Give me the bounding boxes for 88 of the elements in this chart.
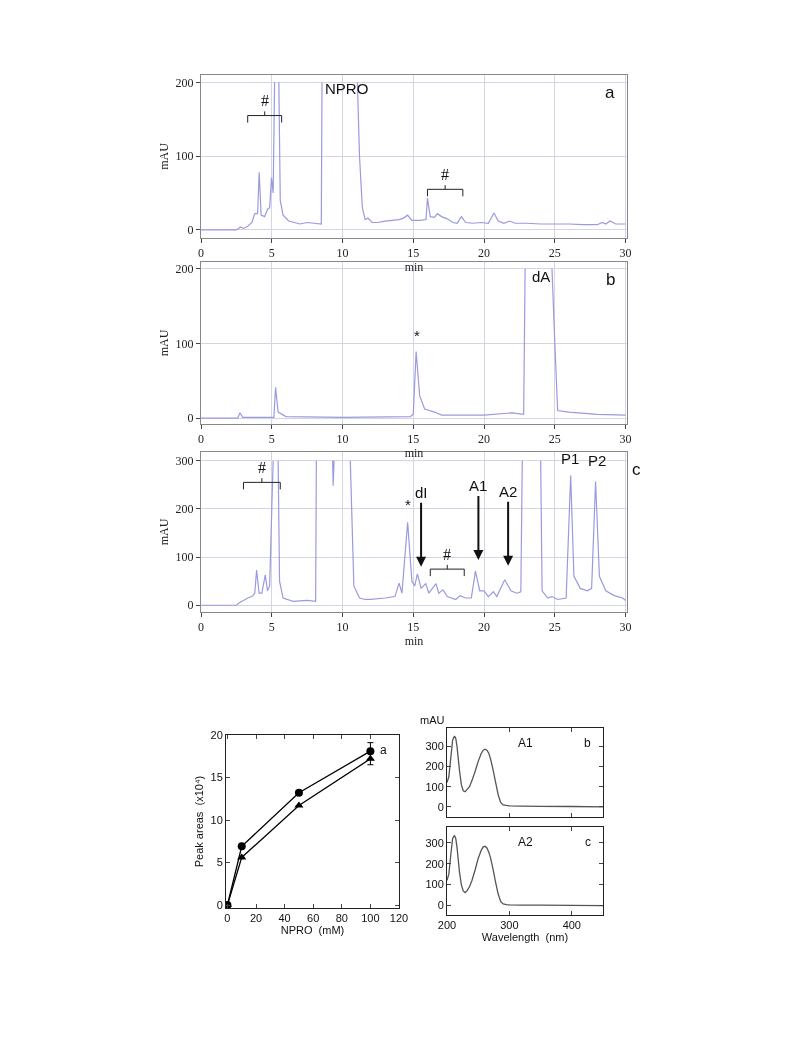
- x-tick-label: 15: [407, 432, 420, 447]
- annotation: *: [405, 496, 411, 513]
- annotation: #: [258, 459, 266, 476]
- x-tick-label: 120: [389, 912, 409, 925]
- annotation: #: [441, 166, 449, 183]
- annotation: dI: [415, 484, 428, 501]
- annotation: P1: [561, 450, 580, 467]
- x-tick-label: 5: [268, 620, 275, 635]
- y-tick-label: 200: [175, 75, 194, 90]
- x-tick-label: 20: [478, 432, 491, 447]
- annotation: A1: [469, 477, 488, 494]
- x-tick-label: 5: [268, 432, 275, 447]
- x-tick-label: 400: [562, 919, 581, 932]
- x-tick-label: 25: [548, 620, 561, 635]
- y-tick-label: 300: [425, 740, 444, 753]
- y-tick-label: 200: [425, 760, 444, 773]
- y-tick-label: 100: [175, 550, 194, 565]
- annotation: a: [605, 83, 615, 102]
- y-tick-label: 100: [175, 149, 194, 164]
- y-tick-label: 200: [175, 502, 194, 517]
- y-tick-label: 0: [187, 598, 194, 613]
- x-tick-label: 25: [548, 432, 561, 447]
- annotation: #: [443, 546, 451, 563]
- y-tick-label: 100: [425, 780, 444, 793]
- x-tick-label: 0: [224, 912, 231, 925]
- y-axis-title: Peak areas (x10⁴): [193, 775, 206, 868]
- x-tick-label: 0: [198, 620, 204, 635]
- y-tick-label: 20: [210, 728, 223, 741]
- x-tick-label: 80: [335, 912, 348, 925]
- y-tick-label: 0: [437, 800, 444, 813]
- y-tick-label: 15: [210, 771, 223, 784]
- y-tick-label: 0: [187, 223, 194, 238]
- x-tick-label: 15: [407, 246, 420, 261]
- annotation: *: [414, 327, 420, 344]
- y-tick-label: 200: [425, 857, 444, 870]
- point: [294, 788, 303, 797]
- text: c: [632, 460, 641, 479]
- x-tick-label: 40: [278, 912, 291, 925]
- annotation: NPRO: [325, 80, 369, 97]
- annotation: P2: [588, 452, 607, 469]
- y-tick-label: 10: [210, 813, 223, 826]
- x-tick-label: 30: [619, 620, 632, 635]
- x-tick-label: 60: [307, 912, 320, 925]
- y-axis-title: mAU: [156, 142, 171, 170]
- x-tick-label: 10: [336, 246, 349, 261]
- y-tick-label: 100: [175, 336, 194, 351]
- x-tick-label: 0: [198, 432, 204, 447]
- y-axis-title: mAU: [156, 329, 171, 357]
- x-axis-title: Wavelength (nm): [481, 931, 569, 944]
- x-axis-title: min: [404, 260, 424, 275]
- y-tick-label: 0: [216, 898, 223, 911]
- x-axis-title: NPRO (mM): [280, 924, 345, 937]
- x-tick-label: 10: [336, 432, 349, 447]
- x-axis-title: min: [404, 446, 424, 461]
- y-tick-label: 100: [425, 878, 444, 891]
- point: [294, 801, 304, 808]
- x-tick-label: 20: [249, 912, 263, 925]
- annotation: A2: [499, 483, 518, 500]
- annotation: a: [380, 743, 387, 757]
- x-tick-label: 25: [548, 246, 561, 261]
- y-tick-label: 200: [175, 261, 194, 276]
- x-tick-label: 10: [336, 620, 349, 635]
- annotation: A1: [518, 736, 533, 750]
- annotation: #: [261, 92, 269, 109]
- x-axis-title: min: [404, 634, 424, 649]
- y-tick-label: 5: [216, 856, 223, 869]
- x-tick-label: 0: [198, 246, 204, 261]
- y-tick-label: 0: [187, 411, 194, 426]
- y-axis-title: mAU: [420, 714, 445, 726]
- point: [366, 747, 375, 756]
- x-tick-label: 30: [619, 432, 632, 447]
- x-tick-label: 20: [478, 246, 491, 261]
- x-tick-label: 5: [268, 246, 275, 261]
- x-tick-label: 15: [407, 620, 420, 635]
- point: [237, 842, 246, 851]
- y-axis-title: mAU: [156, 518, 171, 546]
- annotation: c: [585, 835, 591, 849]
- annotation: dA: [532, 268, 551, 285]
- y-tick-label: 300: [425, 836, 444, 849]
- annotation: b: [584, 736, 591, 750]
- x-tick-label: 300: [500, 919, 519, 932]
- x-tick-label: 30: [619, 246, 632, 261]
- x-tick-label: 100: [361, 912, 380, 925]
- annotation: A2: [518, 835, 533, 849]
- x-tick-label: 20: [478, 620, 491, 635]
- y-tick-label: 0: [437, 899, 444, 912]
- y-tick-label: 300: [175, 453, 194, 468]
- annotation: b: [606, 270, 616, 289]
